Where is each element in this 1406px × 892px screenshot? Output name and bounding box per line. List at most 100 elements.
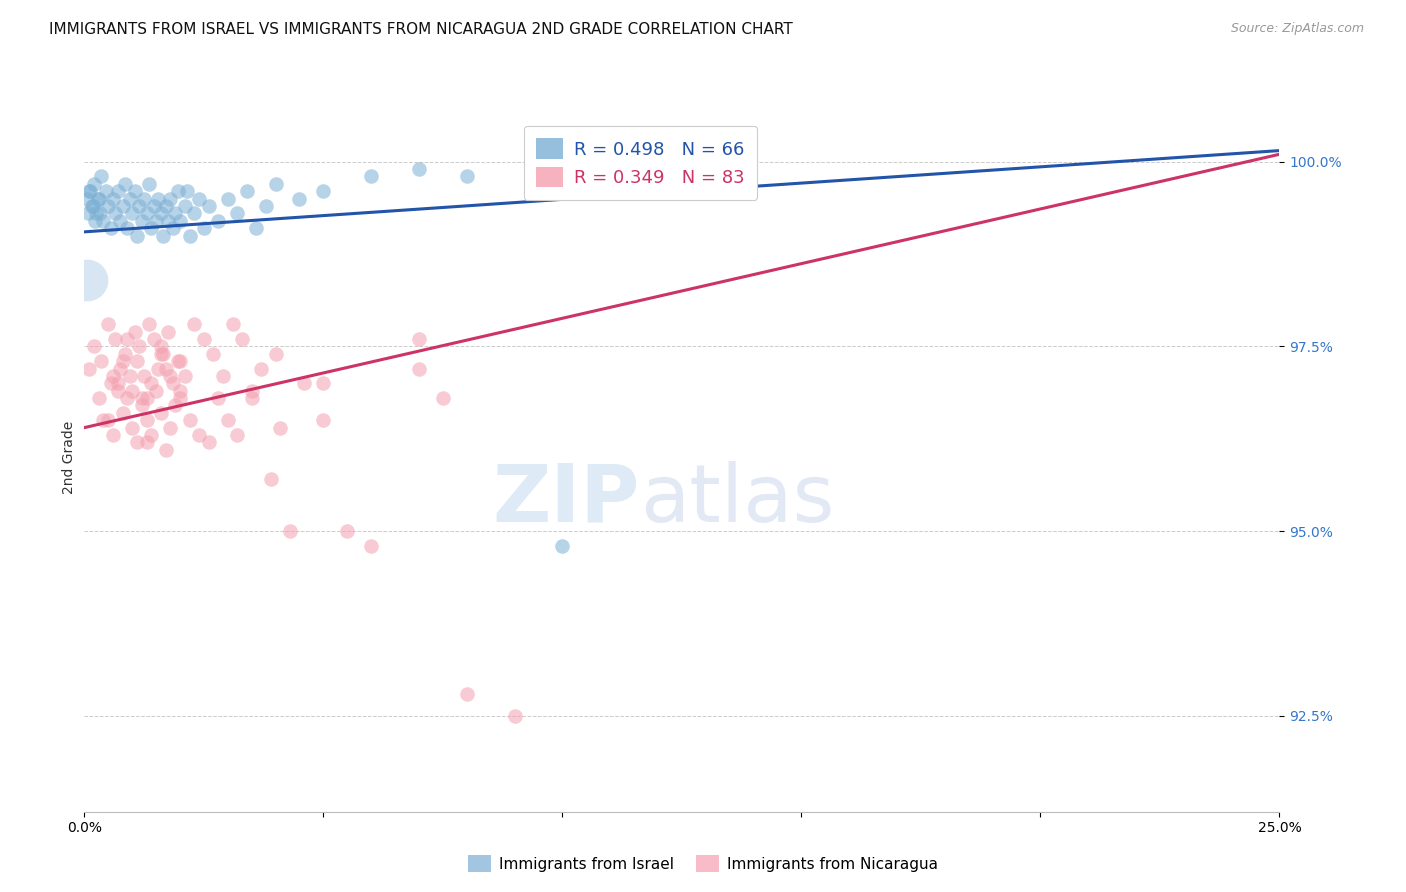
Point	[240, 391, 263, 405]
Point	[76, 273, 98, 287]
Point	[97, 413, 120, 427]
Point	[176, 184, 198, 198]
Point	[124, 325, 146, 339]
Point	[159, 368, 181, 383]
Point	[173, 368, 195, 383]
Point	[197, 435, 219, 450]
Point	[264, 177, 287, 191]
Point	[125, 354, 148, 368]
Point	[128, 339, 150, 353]
Point	[155, 442, 177, 457]
Point	[166, 354, 188, 368]
Point	[236, 184, 259, 198]
Point	[188, 192, 211, 206]
Point	[197, 199, 219, 213]
Point	[135, 206, 157, 220]
Point	[100, 221, 122, 235]
Point	[90, 169, 112, 184]
Point	[226, 428, 249, 442]
Point	[217, 192, 239, 206]
Point	[551, 539, 574, 553]
Point	[101, 192, 124, 206]
Point	[148, 361, 170, 376]
Point	[135, 413, 157, 427]
Point	[149, 347, 172, 361]
Point	[79, 184, 101, 198]
Point	[312, 413, 335, 427]
Point	[97, 317, 120, 331]
Point	[89, 206, 111, 220]
Point	[408, 361, 430, 376]
Point	[80, 199, 103, 213]
Point	[131, 391, 153, 405]
Point	[77, 206, 100, 220]
Point	[193, 221, 215, 235]
Point	[264, 347, 287, 361]
Point	[250, 361, 273, 376]
Point	[169, 213, 191, 227]
Point	[117, 391, 139, 405]
Legend: R = 0.498   N = 66, R = 0.349   N = 83: R = 0.498 N = 66, R = 0.349 N = 83	[523, 126, 758, 200]
Point	[107, 184, 129, 198]
Point	[114, 177, 136, 191]
Point	[118, 368, 141, 383]
Text: atlas: atlas	[640, 460, 834, 539]
Point	[360, 539, 382, 553]
Point	[456, 169, 478, 184]
Point	[155, 361, 177, 376]
Point	[207, 391, 229, 405]
Point	[165, 399, 187, 413]
Point	[145, 384, 167, 398]
Point	[288, 192, 311, 206]
Point	[93, 413, 115, 427]
Point	[336, 524, 359, 538]
Point	[76, 192, 98, 206]
Point	[169, 391, 191, 405]
Point	[124, 184, 146, 198]
Point	[93, 213, 115, 227]
Point	[226, 206, 249, 220]
Point	[312, 184, 335, 198]
Point	[77, 184, 100, 198]
Point	[141, 376, 163, 391]
Point	[212, 368, 235, 383]
Point	[159, 192, 181, 206]
Point	[131, 399, 153, 413]
Point	[152, 347, 174, 361]
Point	[125, 435, 148, 450]
Text: Source: ZipAtlas.com: Source: ZipAtlas.com	[1230, 22, 1364, 36]
Point	[183, 206, 205, 220]
Point	[131, 213, 153, 227]
Point	[148, 192, 170, 206]
Text: IMMIGRANTS FROM ISRAEL VS IMMIGRANTS FROM NICARAGUA 2ND GRADE CORRELATION CHART: IMMIGRANTS FROM ISRAEL VS IMMIGRANTS FRO…	[49, 22, 793, 37]
Point	[138, 177, 160, 191]
Point	[142, 199, 165, 213]
Point	[135, 391, 157, 405]
Point	[162, 221, 184, 235]
Point	[86, 206, 108, 220]
Point	[360, 169, 382, 184]
Point	[83, 213, 105, 227]
Point	[142, 332, 165, 346]
Point	[245, 221, 267, 235]
Point	[101, 368, 124, 383]
Point	[193, 332, 215, 346]
Point	[132, 368, 156, 383]
Point	[162, 376, 184, 391]
Point	[188, 428, 211, 442]
Point	[183, 317, 205, 331]
Point	[152, 228, 174, 243]
Point	[149, 206, 172, 220]
Point	[104, 332, 127, 346]
Point	[278, 524, 301, 538]
Point	[207, 213, 229, 227]
Point	[159, 420, 181, 434]
Y-axis label: 2nd Grade: 2nd Grade	[62, 420, 76, 494]
Point	[166, 184, 188, 198]
Point	[111, 354, 134, 368]
Point	[157, 325, 180, 339]
Point	[100, 376, 122, 391]
Point	[111, 199, 134, 213]
Point	[408, 332, 430, 346]
Point	[110, 361, 132, 376]
